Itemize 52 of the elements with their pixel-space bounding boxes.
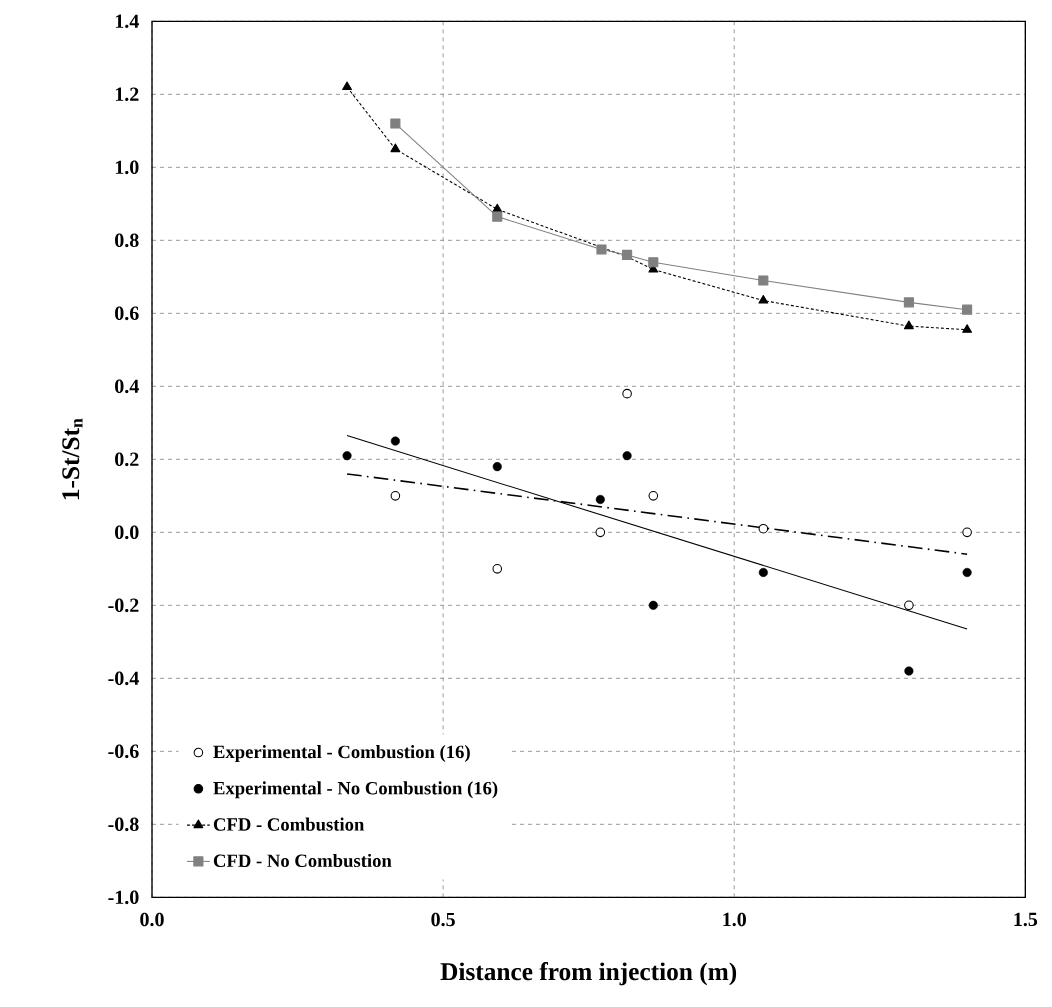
legend-label: Experimental - Combustion (16) [213, 745, 470, 763]
x-tick-label: 0.0 [140, 912, 164, 927]
point [596, 244, 607, 255]
point [962, 324, 973, 333]
point [758, 275, 769, 286]
point [390, 143, 401, 153]
point [390, 436, 400, 446]
point [342, 451, 352, 461]
y-tick-label: -0.8 [108, 817, 139, 832]
point [758, 524, 769, 534]
y-tick-label: 1.2 [115, 87, 139, 102]
point [962, 527, 972, 538]
y-axis-title: 1-St/St$_{n}$ [62, 418, 83, 500]
point [648, 600, 658, 611]
point [903, 297, 914, 308]
legend-label: CFD - Combustion [213, 817, 365, 831]
x-tick-label: 1.0 [723, 912, 746, 927]
point [492, 564, 503, 574]
y-tick-label: 0.0 [115, 525, 139, 540]
y-tick-label: 0.8 [115, 233, 139, 248]
point [962, 304, 973, 315]
legend-label: CFD - No Combustion [213, 854, 392, 868]
point [595, 527, 606, 538]
y-tick-label: -0.6 [108, 744, 139, 759]
x-axis-title: Distance from injection (m) [440, 962, 737, 986]
point [758, 568, 768, 578]
point [962, 568, 972, 578]
y-tick-label: 0.2 [115, 452, 139, 467]
point [758, 295, 769, 304]
point [390, 118, 401, 129]
point [492, 211, 503, 222]
point [622, 388, 632, 399]
point [904, 666, 914, 676]
point [903, 320, 914, 330]
y-tick-label: 0.6 [115, 306, 139, 321]
point [904, 600, 914, 611]
y-tick-label: -0.4 [108, 671, 139, 686]
y-tick-label: 0.4 [115, 379, 139, 394]
point [390, 491, 401, 501]
y-tick-label: 1.0 [115, 160, 139, 175]
point [648, 257, 659, 268]
y-tick-label: -0.2 [108, 598, 139, 613]
point [342, 81, 352, 91]
y-tick-label: 1.4 [115, 14, 139, 29]
x-tick-label: 0.5 [431, 912, 455, 927]
point [622, 451, 632, 461]
point [595, 495, 605, 505]
x-tick-label: 1.5 [1014, 912, 1038, 927]
y-tick-label: -1.0 [108, 890, 139, 905]
legend-label: Experimental - No Combustion (16) [213, 781, 498, 799]
point [648, 491, 659, 501]
point [492, 462, 502, 472]
